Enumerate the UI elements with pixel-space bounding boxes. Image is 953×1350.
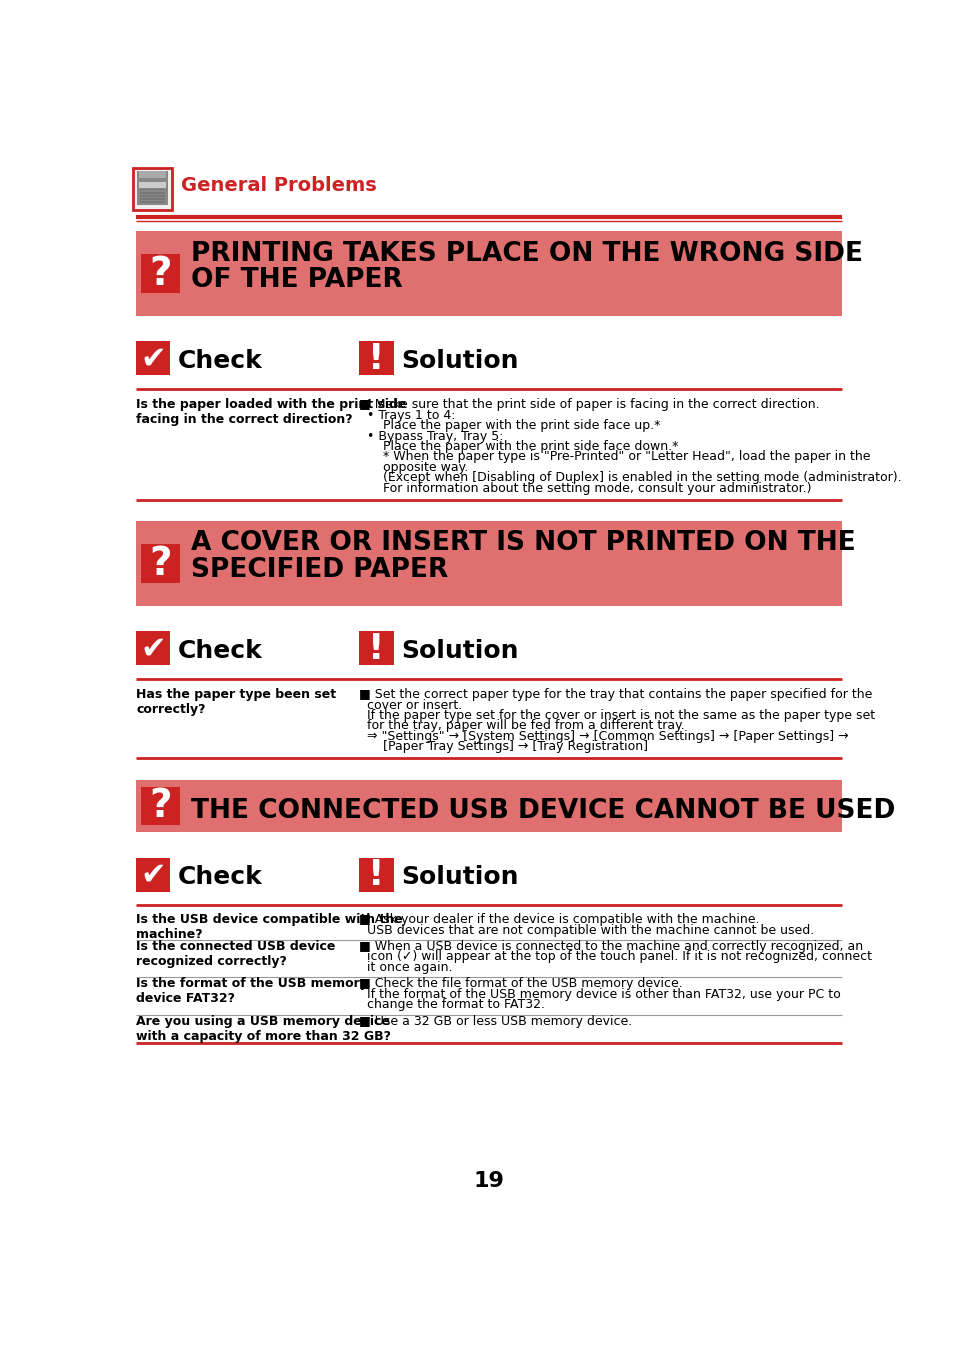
Text: THE CONNECTED USB DEVICE CANNOT BE USED: THE CONNECTED USB DEVICE CANNOT BE USED [191,798,894,823]
Text: Is the paper loaded with the print side
facing in the correct direction?: Is the paper loaded with the print side … [136,398,406,427]
Text: Solution: Solution [401,865,518,890]
Text: ✔: ✔ [140,861,166,890]
Bar [359,342,394,375]
Text: ■ Use a 32 GB or less USB memory device.: ■ Use a 32 GB or less USB memory device. [359,1015,632,1027]
Text: 19: 19 [473,1170,504,1191]
Text: PRINTING TAKES PLACE ON THE WRONG SIDE: PRINTING TAKES PLACE ON THE WRONG SIDE [191,240,862,266]
Text: A COVER OR INSERT IS NOT PRINTED ON THE: A COVER OR INSERT IS NOT PRINTED ON THE [191,531,855,556]
Bar [140,198,165,200]
Bar [140,201,165,202]
Bar [141,254,179,293]
Text: If the format of the USB memory device is other than FAT32, use your PC to: If the format of the USB memory device i… [359,988,841,1000]
Bar [141,544,179,583]
Bar [140,189,165,190]
Text: ■ Set the correct paper type for the tray that contains the paper specified for : ■ Set the correct paper type for the tra… [359,688,872,701]
Text: ?: ? [149,544,172,583]
Text: cover or insert.: cover or insert. [359,699,462,711]
Text: [Paper Tray Settings] → [Tray Registration]: [Paper Tray Settings] → [Tray Registrati… [359,740,648,753]
Bar [359,857,394,891]
Bar [136,521,841,606]
Text: * When the paper type is "Pre-Printed" or "Letter Head", load the paper in the: * When the paper type is "Pre-Printed" o… [359,451,870,463]
Text: ■ When a USB device is connected to the machine and correctly recognized, an: ■ When a USB device is connected to the … [359,940,862,953]
Bar [136,632,171,666]
Text: Solution: Solution [401,639,518,663]
Bar [141,787,179,825]
Text: Place the paper with the print side face up.*: Place the paper with the print side face… [359,420,660,432]
Text: Check: Check [178,350,263,373]
Text: !: ! [368,632,384,666]
Bar [136,780,841,833]
Text: ■ Check the file format of the USB memory device.: ■ Check the file format of the USB memor… [359,977,682,991]
Text: • Bypass Tray, Tray 5:: • Bypass Tray, Tray 5: [359,429,503,443]
Text: OF THE PAPER: OF THE PAPER [191,267,402,293]
Text: icon (✓) will appear at the top of the touch panel. If it is not recognized, con: icon (✓) will appear at the top of the t… [359,950,872,964]
Bar [137,171,168,181]
Text: Are you using a USB memory device
with a capacity of more than 32 GB?: Are you using a USB memory device with a… [136,1015,391,1042]
Text: USB devices that are not compatible with the machine cannot be used.: USB devices that are not compatible with… [359,923,814,937]
Text: ✔: ✔ [140,634,166,663]
Text: • Trays 1 to 4:: • Trays 1 to 4: [359,409,456,421]
Text: (Except when [Disabling of Duplex] is enabled in the setting mode (administrator: (Except when [Disabling of Duplex] is en… [359,471,902,485]
Bar [140,196,165,197]
Text: ?: ? [149,255,172,293]
Bar [136,342,171,375]
Bar [137,181,168,205]
Text: opposite way.: opposite way. [359,460,468,474]
Text: ✔: ✔ [140,344,166,374]
Bar [140,192,165,193]
Text: Solution: Solution [401,350,518,373]
Text: it once again.: it once again. [359,961,453,973]
Text: Has the paper type been set
correctly?: Has the paper type been set correctly? [136,688,336,717]
Text: For information about the setting mode, consult your administrator.): For information about the setting mode, … [359,482,811,494]
Text: General Problems: General Problems [181,176,376,194]
Bar [136,857,171,891]
Text: Place the paper with the print side face down.*: Place the paper with the print side face… [359,440,679,454]
Text: If the paper type set for the cover or insert is not the same as the paper type : If the paper type set for the cover or i… [359,709,875,722]
Text: Check: Check [178,865,263,890]
Text: Is the connected USB device
recognized correctly?: Is the connected USB device recognized c… [136,940,335,968]
Text: for the tray, paper will be fed from a different tray.: for the tray, paper will be fed from a d… [359,720,684,733]
Text: ⇒ "Settings" → [System Settings] → [Common Settings] → [Paper Settings] →: ⇒ "Settings" → [System Settings] → [Comm… [359,730,848,742]
Text: change the format to FAT32.: change the format to FAT32. [359,998,545,1011]
Text: Check: Check [178,639,263,663]
Bar [359,632,394,666]
Bar [136,231,841,316]
Text: ■ Make sure that the print side of paper is facing in the correct direction.: ■ Make sure that the print side of paper… [359,398,820,412]
Bar [139,182,166,188]
Text: ?: ? [149,787,172,825]
Text: Is the format of the USB memory
device FAT32?: Is the format of the USB memory device F… [136,977,368,1006]
Bar [139,171,166,178]
Text: Is the USB device compatible with the
machine?: Is the USB device compatible with the ma… [136,913,402,941]
Bar [133,169,172,209]
Text: ■ Ask your dealer if the device is compatible with the machine.: ■ Ask your dealer if the device is compa… [359,913,760,926]
Text: SPECIFIED PAPER: SPECIFIED PAPER [191,556,447,583]
Text: !: ! [368,342,384,377]
Text: !: ! [368,859,384,892]
